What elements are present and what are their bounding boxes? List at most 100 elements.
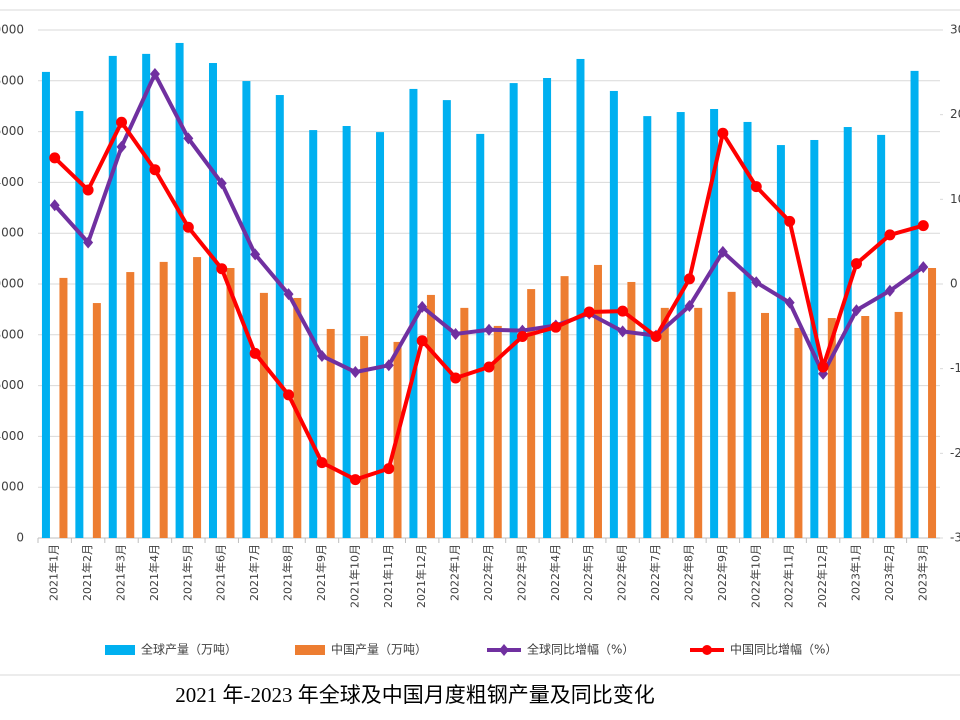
y-tick-label: 12000 xyxy=(0,226,24,240)
marker xyxy=(751,276,762,289)
marker xyxy=(683,273,695,285)
bar xyxy=(527,289,536,538)
x-tick-label: 2022年12月 xyxy=(815,544,829,608)
marker xyxy=(350,366,361,379)
marker xyxy=(250,248,261,261)
bar xyxy=(426,294,435,538)
marker xyxy=(684,300,695,313)
marker xyxy=(149,164,161,176)
bar xyxy=(576,58,585,539)
bar xyxy=(743,121,752,538)
legend-marker xyxy=(499,644,509,656)
marker xyxy=(149,68,160,81)
bar xyxy=(126,272,135,538)
marker xyxy=(416,335,428,347)
marker xyxy=(483,361,495,373)
x-tick-label: 2021年6月 xyxy=(214,544,228,601)
bar xyxy=(360,336,369,538)
x-tick-label: 2021年3月 xyxy=(114,544,128,601)
marker xyxy=(183,132,194,145)
bar xyxy=(761,312,770,538)
marker xyxy=(583,306,595,318)
bar xyxy=(309,130,318,539)
marker xyxy=(182,221,194,233)
marker xyxy=(216,177,227,190)
x-tick-label: 2022年3月 xyxy=(514,544,528,601)
marker xyxy=(817,361,829,373)
bar xyxy=(493,325,502,538)
x-tick-label: 2021年1月 xyxy=(47,544,61,601)
marker xyxy=(617,305,629,317)
bar xyxy=(342,126,351,539)
marker xyxy=(784,296,795,309)
legend-label: 中国产量（万吨） xyxy=(331,642,427,657)
marker xyxy=(116,116,128,128)
y-tick-label: 0 xyxy=(16,531,24,545)
x-tick-label: 2022年10月 xyxy=(748,544,762,608)
legend-label: 全球同比增幅（%） xyxy=(527,642,634,657)
marker xyxy=(850,258,862,270)
x-tick-label: 2023年1月 xyxy=(848,544,862,601)
marker xyxy=(550,321,562,333)
y-tick-label: 4000 xyxy=(0,429,24,443)
y-tick-label: 16000 xyxy=(0,124,24,138)
bar xyxy=(894,311,903,538)
bar xyxy=(627,281,636,538)
bar xyxy=(476,133,485,539)
bar xyxy=(275,95,284,539)
marker xyxy=(116,140,127,153)
bar xyxy=(259,292,268,538)
bar xyxy=(660,307,669,538)
marker xyxy=(516,330,528,342)
y2-tick-label: 20 xyxy=(950,107,960,121)
x-tick-label: 2022年11月 xyxy=(782,544,796,608)
x-tick-label: 2022年9月 xyxy=(715,544,729,601)
bar xyxy=(226,267,235,538)
y2-tick-label: -30 xyxy=(950,531,960,545)
marker xyxy=(650,330,662,342)
bar xyxy=(142,53,151,538)
chart-title: 2021 年-2023 年全球及中国月度粗钢产量及同比变化 xyxy=(175,683,655,707)
marker xyxy=(49,152,61,164)
x-tick-label: 2023年3月 xyxy=(915,544,929,601)
bar xyxy=(877,134,886,539)
bar xyxy=(242,81,251,538)
legend-swatch xyxy=(105,645,135,655)
bar xyxy=(694,307,703,538)
bar xyxy=(794,327,803,538)
bar xyxy=(827,318,836,538)
x-tick-label: 2022年2月 xyxy=(481,544,495,601)
y-tick-label: 8000 xyxy=(0,327,24,341)
marker xyxy=(917,220,929,232)
x-tick-label: 2022年6月 xyxy=(615,544,629,601)
marker xyxy=(450,327,461,340)
x-tick-label: 2021年2月 xyxy=(80,544,94,601)
legend-swatch xyxy=(295,645,325,655)
y-tick-label: 10000 xyxy=(0,277,24,291)
bar xyxy=(710,108,719,538)
x-tick-label: 2022年8月 xyxy=(681,544,695,601)
bar xyxy=(75,111,84,538)
legend-marker xyxy=(702,645,712,655)
x-tick-label: 2021年4月 xyxy=(147,544,161,601)
y2-tick-label: -20 xyxy=(950,446,960,460)
marker xyxy=(750,181,762,193)
legend-label: 全球产量（万吨） xyxy=(141,642,237,657)
bar xyxy=(560,276,569,538)
marker xyxy=(417,300,428,313)
marker xyxy=(383,463,395,475)
y-tick-label: 20000 xyxy=(0,23,24,37)
bar xyxy=(41,71,50,538)
bar xyxy=(910,70,919,539)
marker xyxy=(316,349,327,362)
marker xyxy=(83,236,94,249)
marker xyxy=(918,261,929,274)
y-tick-label: 18000 xyxy=(0,73,24,87)
bar xyxy=(442,100,451,538)
bar xyxy=(509,83,518,538)
bar xyxy=(609,90,618,539)
bar xyxy=(843,127,852,538)
chart-frame xyxy=(0,9,960,676)
